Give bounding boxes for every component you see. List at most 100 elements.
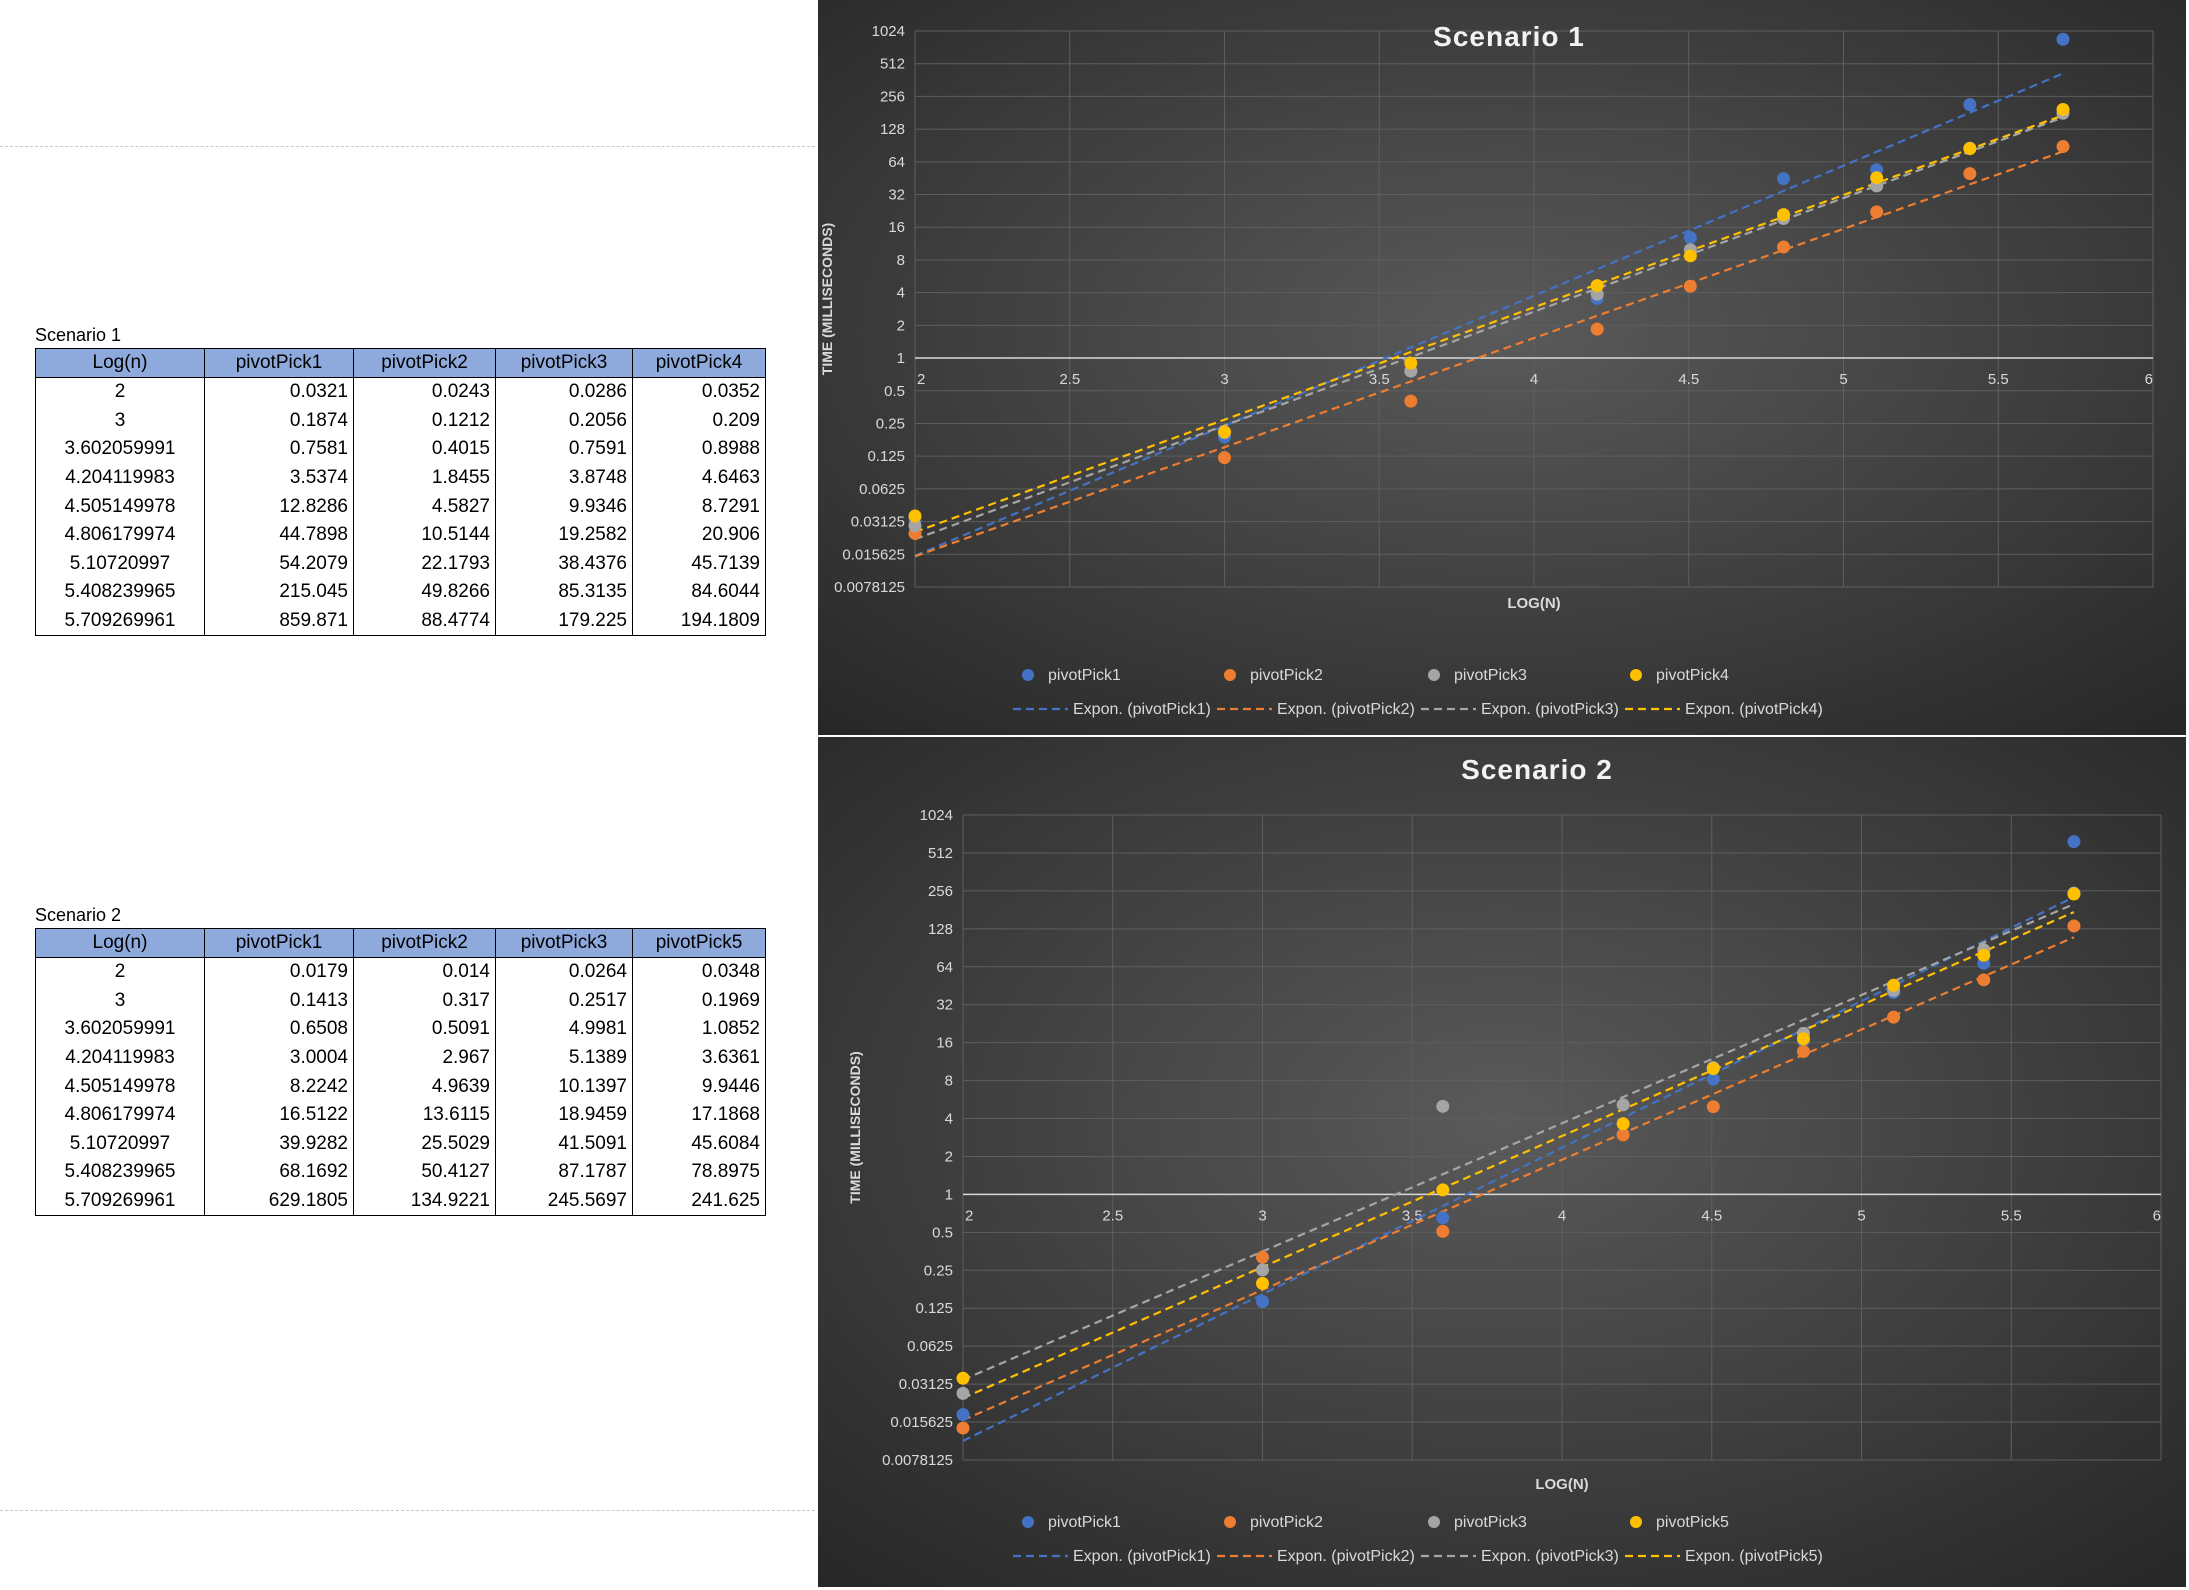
table-cell[interactable]: 10.1397 [495,1072,633,1101]
table-cell[interactable]: 0.014 [353,957,496,987]
table-cell[interactable]: 39.9282 [204,1129,354,1159]
table-cell[interactable]: 215.045 [204,578,354,607]
table-cell[interactable]: 241.625 [632,1186,766,1217]
table-cell[interactable]: 44.7898 [204,520,354,550]
table-cell[interactable]: 78.8975 [632,1158,766,1187]
table-cell[interactable]: 4.9981 [495,1015,633,1044]
table-cell[interactable]: 45.7139 [632,549,766,579]
table-cell[interactable]: 0.0264 [495,957,633,987]
table-cell[interactable]: 0.7581 [204,435,354,464]
table-cell[interactable]: 3 [35,406,205,436]
table-cell[interactable]: 5.709269961 [35,606,205,637]
table-cell[interactable]: 85.3135 [495,578,633,607]
table-cell[interactable]: 9.9446 [632,1072,766,1101]
table-cell[interactable]: 4.806179974 [35,520,205,550]
table-cell[interactable]: 3.5374 [204,463,354,493]
table-cell[interactable]: 5.10720997 [35,549,205,579]
table-cell[interactable]: 5.10720997 [35,1129,205,1159]
table-cell[interactable]: 49.8266 [353,578,496,607]
table-cell[interactable]: 17.1868 [632,1100,766,1130]
table-cell[interactable]: 0.317 [353,986,496,1016]
table-cell[interactable]: 54.2079 [204,549,354,579]
y-tick-label: 0.125 [915,1300,953,1317]
table-cell[interactable]: 5.408239965 [35,1158,205,1187]
table-cell[interactable]: 8.2242 [204,1072,354,1101]
y-tick-label: 256 [928,883,953,900]
data-point-pivotPick1 [1683,231,1697,245]
table-cell[interactable]: 4.505149978 [35,1072,205,1101]
table-cell[interactable]: 0.0286 [495,377,633,407]
table-cell[interactable]: 3.602059991 [35,435,205,464]
table-cell[interactable]: 22.1793 [353,549,496,579]
table-cell[interactable]: 0.1874 [204,406,354,436]
table-cell[interactable]: 0.209 [632,406,766,436]
table-cell[interactable]: 4.806179974 [35,1100,205,1130]
table-cell[interactable]: 0.8988 [632,435,766,464]
table-cell[interactable]: 0.0352 [632,377,766,407]
table-cell[interactable]: 0.2056 [495,406,633,436]
table-cell[interactable]: 4.5827 [353,492,496,521]
chart-scenario-2[interactable]: 2 2.5 3 3.5 4 4.5 5 5.5 6 1024 512 256 128 64 32 16 8 4 2 1… [818,737,2186,1587]
table-cell[interactable]: 0.1212 [353,406,496,436]
table-cell[interactable]: 0.0348 [632,957,766,987]
table-cell[interactable]: 134.9221 [353,1186,496,1217]
table-cell[interactable]: 16.5122 [204,1100,354,1130]
table-cell[interactable]: 0.4015 [353,435,496,464]
table-cell[interactable]: 0.0243 [353,377,496,407]
table-cell[interactable]: 10.5144 [353,520,496,550]
table-cell[interactable]: 50.4127 [353,1158,496,1187]
table-cell[interactable]: 2 [35,377,205,407]
table-cell[interactable]: 859.871 [204,606,354,637]
table-cell[interactable]: 87.1787 [495,1158,633,1187]
table-cell[interactable]: 1.8455 [353,463,496,493]
table-cell[interactable]: 194.1809 [632,606,766,637]
table-row: 4.204119983 3.0004 2.967 5.1389 3.6361 [35,1043,766,1073]
data-point-pivotPick1 [1777,172,1791,186]
table-cell[interactable]: 41.5091 [495,1129,633,1159]
table-cell[interactable]: 4.6463 [632,463,766,493]
table-cell[interactable]: 19.2582 [495,520,633,550]
table-cell[interactable]: 629.1805 [204,1186,354,1217]
table-cell[interactable]: 4.505149978 [35,492,205,521]
table-cell[interactable]: 4.204119983 [35,463,205,493]
table-cell[interactable]: 3.6361 [632,1043,766,1073]
table-cell[interactable]: 3.0004 [204,1043,354,1073]
table-cell[interactable]: 84.6044 [632,578,766,607]
table-cell[interactable]: 3.8748 [495,463,633,493]
table-cell[interactable]: 25.5029 [353,1129,496,1159]
table-cell[interactable]: 245.5697 [495,1186,633,1217]
chart-background [818,0,2186,735]
table-cell[interactable]: 0.5091 [353,1015,496,1044]
table-cell[interactable]: 1.0852 [632,1015,766,1044]
table-cell[interactable]: 5.1389 [495,1043,633,1073]
table-cell[interactable]: 3.602059991 [35,1015,205,1044]
table-cell[interactable]: 0.0179 [204,957,354,987]
table-cell[interactable]: 4.9639 [353,1072,496,1101]
table-cell[interactable]: 13.6115 [353,1100,496,1130]
table-cell[interactable]: 20.906 [632,520,766,550]
table-cell[interactable]: 12.8286 [204,492,354,521]
table-cell[interactable]: 0.7591 [495,435,633,464]
chart-scenario-1[interactable]: 2 2.5 3 3.5 4 4.5 5 5.5 6 1024 512 256 128 64 32 16 8 4 2 1… [818,0,2186,735]
table-cell[interactable]: 5.408239965 [35,578,205,607]
column-header: pivotPick4 [632,348,766,378]
table-cell[interactable]: 0.6508 [204,1015,354,1044]
table-cell[interactable]: 9.9346 [495,492,633,521]
table-cell[interactable]: 45.6084 [632,1129,766,1159]
table-cell[interactable]: 0.1413 [204,986,354,1016]
table-cell[interactable]: 88.4774 [353,606,496,637]
x-tick-label: 4 [1530,371,1538,388]
table-cell[interactable]: 2 [35,957,205,987]
table-cell[interactable]: 179.225 [495,606,633,637]
table-cell[interactable]: 2.967 [353,1043,496,1073]
table-cell[interactable]: 4.204119983 [35,1043,205,1073]
table-cell[interactable]: 8.7291 [632,492,766,521]
table-cell[interactable]: 18.9459 [495,1100,633,1130]
table-cell[interactable]: 0.0321 [204,377,354,407]
table-cell[interactable]: 3 [35,986,205,1016]
table-cell[interactable]: 5.709269961 [35,1186,205,1217]
table-cell[interactable]: 68.1692 [204,1158,354,1187]
table-cell[interactable]: 0.2517 [495,986,633,1016]
table-cell[interactable]: 38.4376 [495,549,633,579]
table-cell[interactable]: 0.1969 [632,986,766,1016]
